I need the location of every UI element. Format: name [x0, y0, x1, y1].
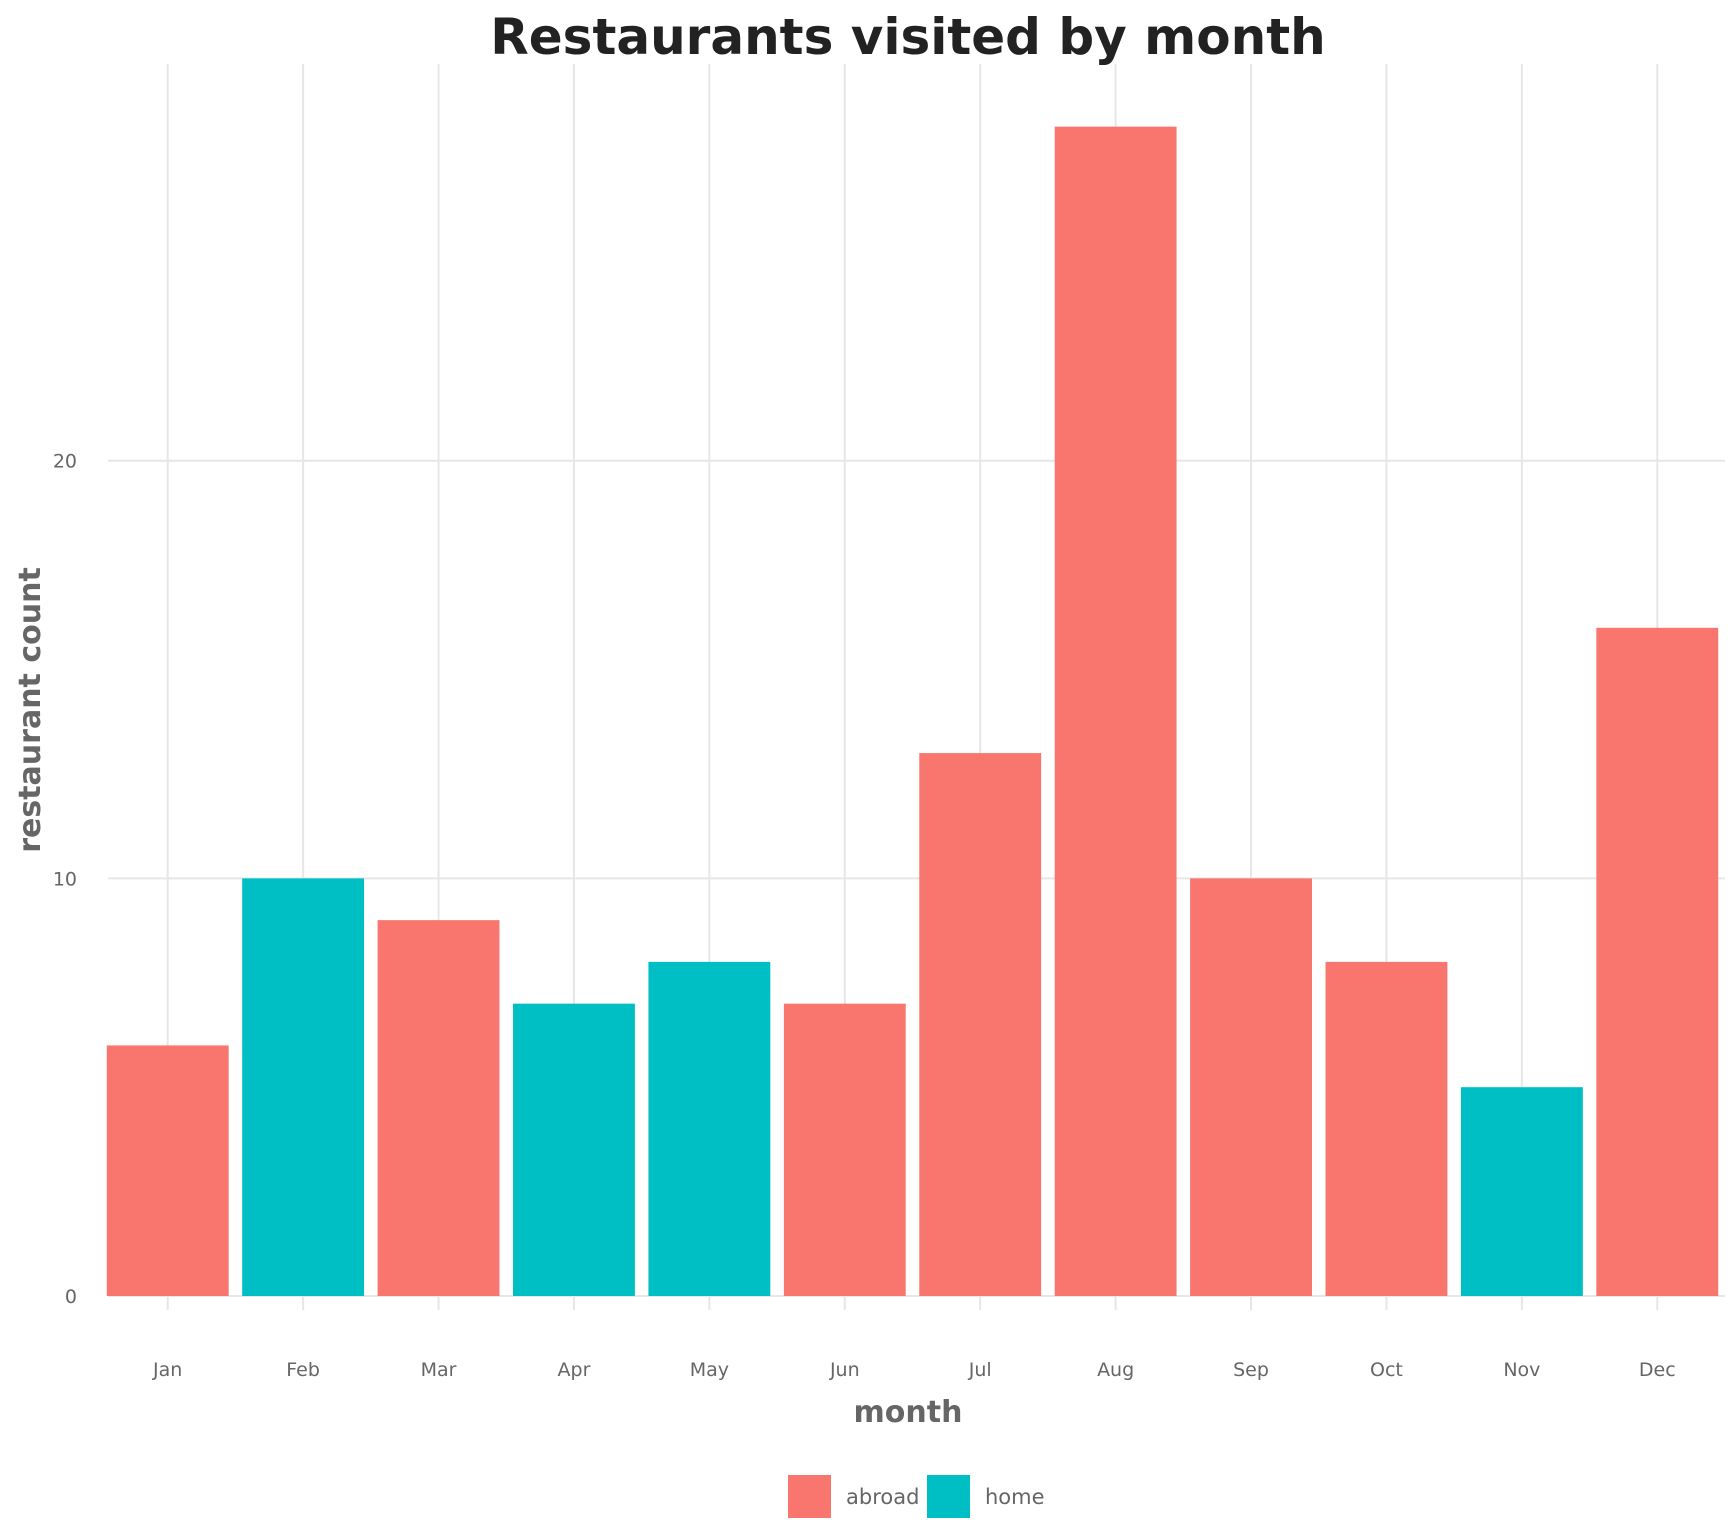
bar-dec: [1596, 627, 1719, 1296]
bar-jan: [106, 1045, 229, 1296]
x-axis: Jan Feb Mar Apr May Jun Jul Aug Sep Oct Nov Dec: [152, 1359, 1676, 1381]
bar-jul: [919, 753, 1042, 1296]
legend-label-home: home: [985, 1485, 1045, 1509]
grid: [108, 64, 1725, 1310]
bar-nov: [1460, 1087, 1583, 1296]
bar-mar: [377, 920, 500, 1296]
x-tick-label: Apr: [558, 1359, 591, 1381]
x-axis-title: month: [854, 1395, 963, 1430]
bar-feb: [242, 878, 365, 1296]
x-tick-label: Sep: [1233, 1359, 1269, 1381]
x-tick-label: Mar: [421, 1359, 457, 1381]
legend-swatch-abroad: [788, 1475, 831, 1518]
y-axis: 0 10 20: [53, 451, 77, 1308]
y-tick-label: 20: [53, 451, 77, 473]
legend: abroad home: [788, 1475, 1045, 1518]
x-tick-label: May: [690, 1359, 729, 1381]
bar-jun: [783, 1003, 906, 1296]
x-tick-label: Dec: [1639, 1359, 1676, 1381]
x-tick-label: Feb: [286, 1359, 320, 1381]
y-tick-label: 0: [65, 1286, 77, 1308]
bar-may: [648, 961, 771, 1296]
y-axis-title: restaurant count: [13, 567, 48, 853]
x-tick-label: Oct: [1370, 1359, 1403, 1381]
x-tick-label: Aug: [1097, 1359, 1134, 1381]
x-tick-label: Nov: [1503, 1359, 1540, 1381]
x-tick-label: Jul: [968, 1359, 992, 1381]
bar-oct: [1325, 961, 1448, 1296]
x-tick-label: Jun: [829, 1359, 860, 1381]
bar-sep: [1190, 878, 1312, 1296]
y-tick-label: 10: [53, 868, 77, 890]
x-tick-label: Jan: [152, 1359, 182, 1381]
chart-title: Restaurants visited by month: [490, 8, 1325, 66]
bar-apr: [513, 1003, 635, 1296]
bars: [106, 126, 1719, 1297]
legend-label-abroad: abroad: [846, 1485, 919, 1509]
legend-swatch-home: [927, 1475, 970, 1518]
bar-aug: [1054, 126, 1177, 1297]
